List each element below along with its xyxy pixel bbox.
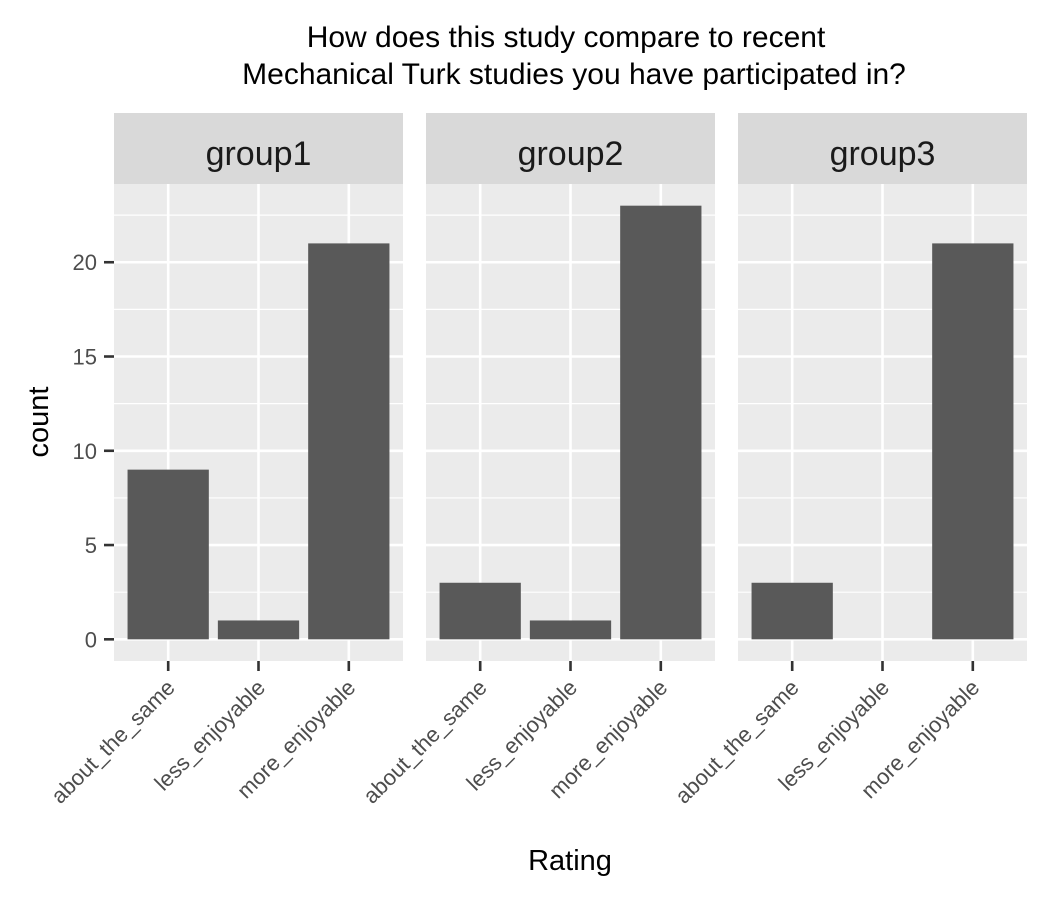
facet-strip (738, 113, 1027, 184)
facet-strip-label: group1 (206, 135, 312, 173)
y-tick-label: 0 (85, 627, 97, 652)
facet-panels: group1about_the_sameless_enjoyablemore_e… (46, 113, 1027, 808)
bar-about_the_same (439, 582, 521, 640)
y-axis: 0 5 10 15 20 (73, 250, 114, 652)
bar-more_enjoyable (308, 243, 390, 640)
facet-panel-group3: group3about_the_sameless_enjoyablemore_e… (670, 113, 1027, 808)
facet-strip (114, 113, 403, 184)
y-tick-label: 5 (85, 533, 97, 558)
chart-title-line-1: How does this study compare to recent (307, 21, 826, 54)
bar-more_enjoyable (620, 205, 702, 640)
facet-strip-label: group2 (518, 135, 624, 173)
bar-about_the_same (751, 582, 833, 640)
bar-about_the_same (127, 469, 209, 640)
facet-panel-group1: group1about_the_sameless_enjoyablemore_e… (46, 113, 403, 808)
facet-strip-label: group3 (830, 135, 936, 173)
facet-panel-group2: group2about_the_sameless_enjoyablemore_e… (358, 113, 715, 808)
y-tick-label: 15 (73, 345, 97, 370)
bar-less_enjoyable (217, 620, 300, 640)
y-axis-title: count (23, 387, 55, 458)
y-tick-label: 10 (73, 439, 97, 464)
bar-more_enjoyable (932, 243, 1014, 640)
bar-less_enjoyable (529, 620, 612, 640)
x-axis-title: Rating (528, 845, 612, 877)
chart-title-line-2: Mechanical Turk studies you have partici… (242, 58, 906, 91)
facet-strip (426, 113, 715, 184)
y-tick-label: 20 (73, 250, 97, 275)
